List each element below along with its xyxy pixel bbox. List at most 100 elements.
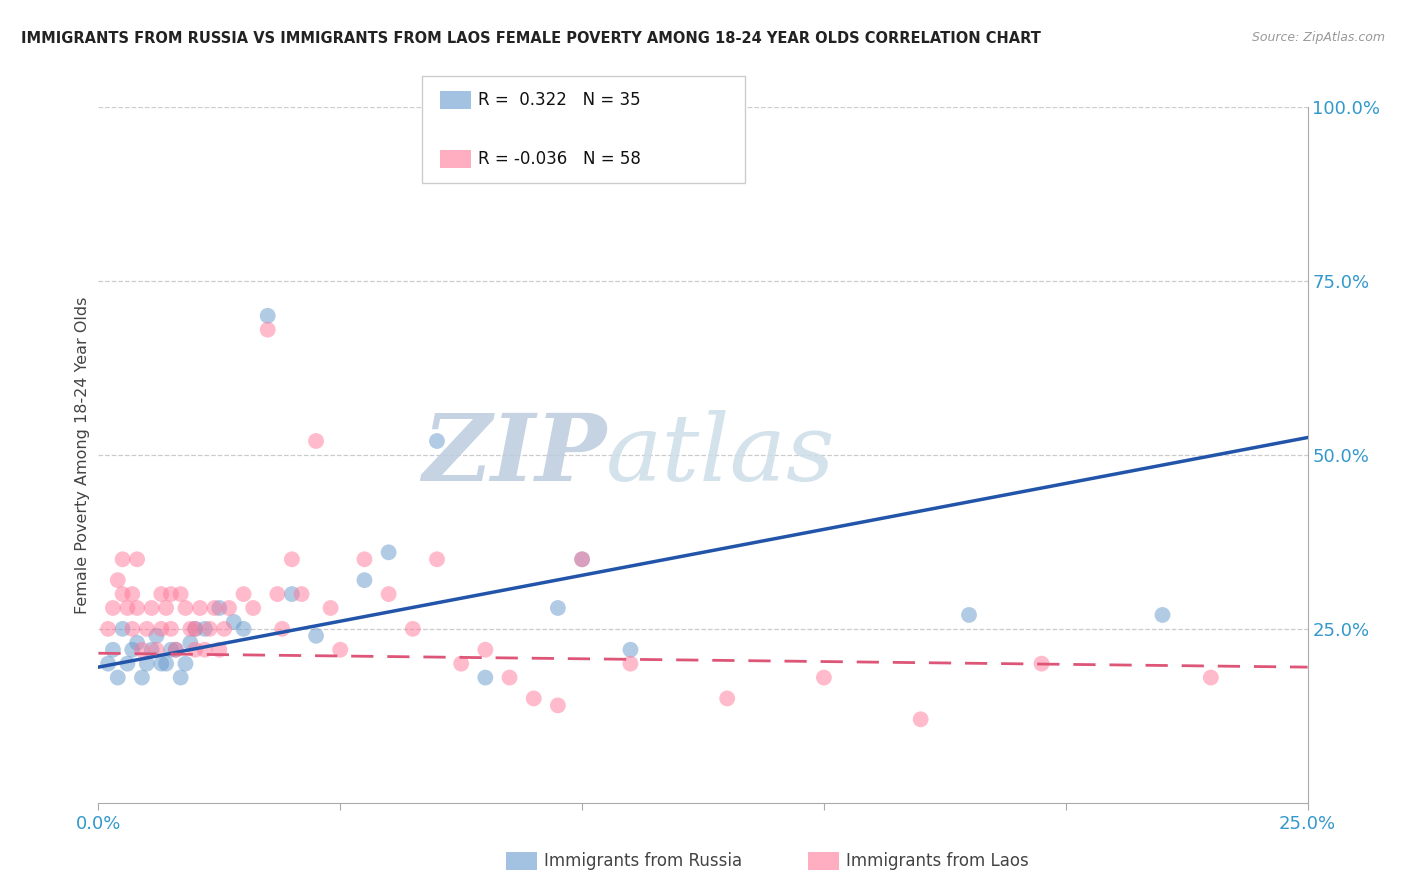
- Point: [97, 657, 120, 671]
- Point: [184, 622, 207, 636]
- Point: [208, 642, 231, 657]
- Point: [111, 622, 134, 636]
- Point: [290, 587, 312, 601]
- Point: [179, 636, 201, 650]
- Point: [474, 671, 496, 685]
- Point: [169, 671, 191, 685]
- Point: [218, 601, 240, 615]
- Y-axis label: Female Poverty Among 18-24 Year Olds: Female Poverty Among 18-24 Year Olds: [75, 296, 90, 614]
- Point: [160, 587, 183, 601]
- Point: [145, 629, 167, 643]
- Point: [141, 601, 163, 615]
- Point: [141, 642, 163, 657]
- Point: [232, 622, 254, 636]
- Point: [450, 657, 472, 671]
- Point: [571, 552, 593, 566]
- Point: [204, 601, 226, 615]
- Point: [910, 712, 932, 726]
- Point: [266, 587, 288, 601]
- Point: [117, 657, 139, 671]
- Point: [131, 642, 153, 657]
- Point: [305, 629, 328, 643]
- Point: [198, 622, 221, 636]
- Point: [131, 671, 153, 685]
- Point: [184, 642, 207, 657]
- Point: [271, 622, 294, 636]
- Point: [101, 642, 124, 657]
- Point: [305, 434, 328, 448]
- Point: [101, 601, 124, 615]
- Text: Immigrants from Laos: Immigrants from Laos: [846, 852, 1029, 870]
- Point: [127, 601, 149, 615]
- Point: [127, 636, 149, 650]
- Point: [194, 622, 217, 636]
- Point: [1031, 657, 1053, 671]
- Point: [121, 642, 143, 657]
- Point: [281, 587, 304, 601]
- Point: [571, 552, 593, 566]
- Point: [135, 622, 157, 636]
- Point: [97, 622, 120, 636]
- Point: [716, 691, 738, 706]
- Text: Source: ZipAtlas.com: Source: ZipAtlas.com: [1251, 31, 1385, 45]
- Point: [547, 698, 569, 713]
- Point: [402, 622, 425, 636]
- Point: [165, 642, 187, 657]
- Point: [426, 434, 449, 448]
- Point: [111, 552, 134, 566]
- Point: [145, 642, 167, 657]
- Point: [150, 622, 173, 636]
- Point: [619, 657, 641, 671]
- Point: [1152, 607, 1174, 622]
- Point: [107, 573, 129, 587]
- Point: [353, 552, 375, 566]
- Point: [135, 657, 157, 671]
- Point: [150, 587, 173, 601]
- Point: [194, 642, 217, 657]
- Point: [174, 657, 197, 671]
- Point: [377, 587, 399, 601]
- Text: atlas: atlas: [606, 410, 835, 500]
- Point: [212, 622, 235, 636]
- Point: [165, 642, 187, 657]
- Text: R = -0.036   N = 58: R = -0.036 N = 58: [478, 150, 641, 168]
- Text: R =  0.322   N = 35: R = 0.322 N = 35: [478, 91, 641, 109]
- Point: [169, 587, 191, 601]
- Point: [256, 323, 278, 337]
- Point: [281, 552, 304, 566]
- Point: [498, 671, 520, 685]
- Point: [188, 601, 211, 615]
- Point: [107, 671, 129, 685]
- Point: [426, 552, 449, 566]
- Point: [242, 601, 264, 615]
- Text: ZIP: ZIP: [422, 410, 606, 500]
- Point: [208, 601, 231, 615]
- Point: [174, 601, 197, 615]
- Point: [121, 587, 143, 601]
- Point: [160, 622, 183, 636]
- Point: [121, 622, 143, 636]
- Point: [160, 642, 183, 657]
- Point: [353, 573, 375, 587]
- Point: [957, 607, 980, 622]
- Point: [377, 545, 399, 559]
- Point: [179, 622, 201, 636]
- Point: [1199, 671, 1222, 685]
- Point: [256, 309, 278, 323]
- Point: [127, 552, 149, 566]
- Point: [523, 691, 546, 706]
- Text: Immigrants from Russia: Immigrants from Russia: [544, 852, 742, 870]
- Text: IMMIGRANTS FROM RUSSIA VS IMMIGRANTS FROM LAOS FEMALE POVERTY AMONG 18-24 YEAR O: IMMIGRANTS FROM RUSSIA VS IMMIGRANTS FRO…: [21, 31, 1040, 46]
- Point: [232, 587, 254, 601]
- Point: [222, 615, 245, 629]
- Point: [117, 601, 139, 615]
- Point: [184, 622, 207, 636]
- Point: [111, 587, 134, 601]
- Point: [329, 642, 352, 657]
- Point: [619, 642, 641, 657]
- Point: [155, 657, 177, 671]
- Point: [155, 601, 177, 615]
- Point: [813, 671, 835, 685]
- Point: [319, 601, 342, 615]
- Point: [547, 601, 569, 615]
